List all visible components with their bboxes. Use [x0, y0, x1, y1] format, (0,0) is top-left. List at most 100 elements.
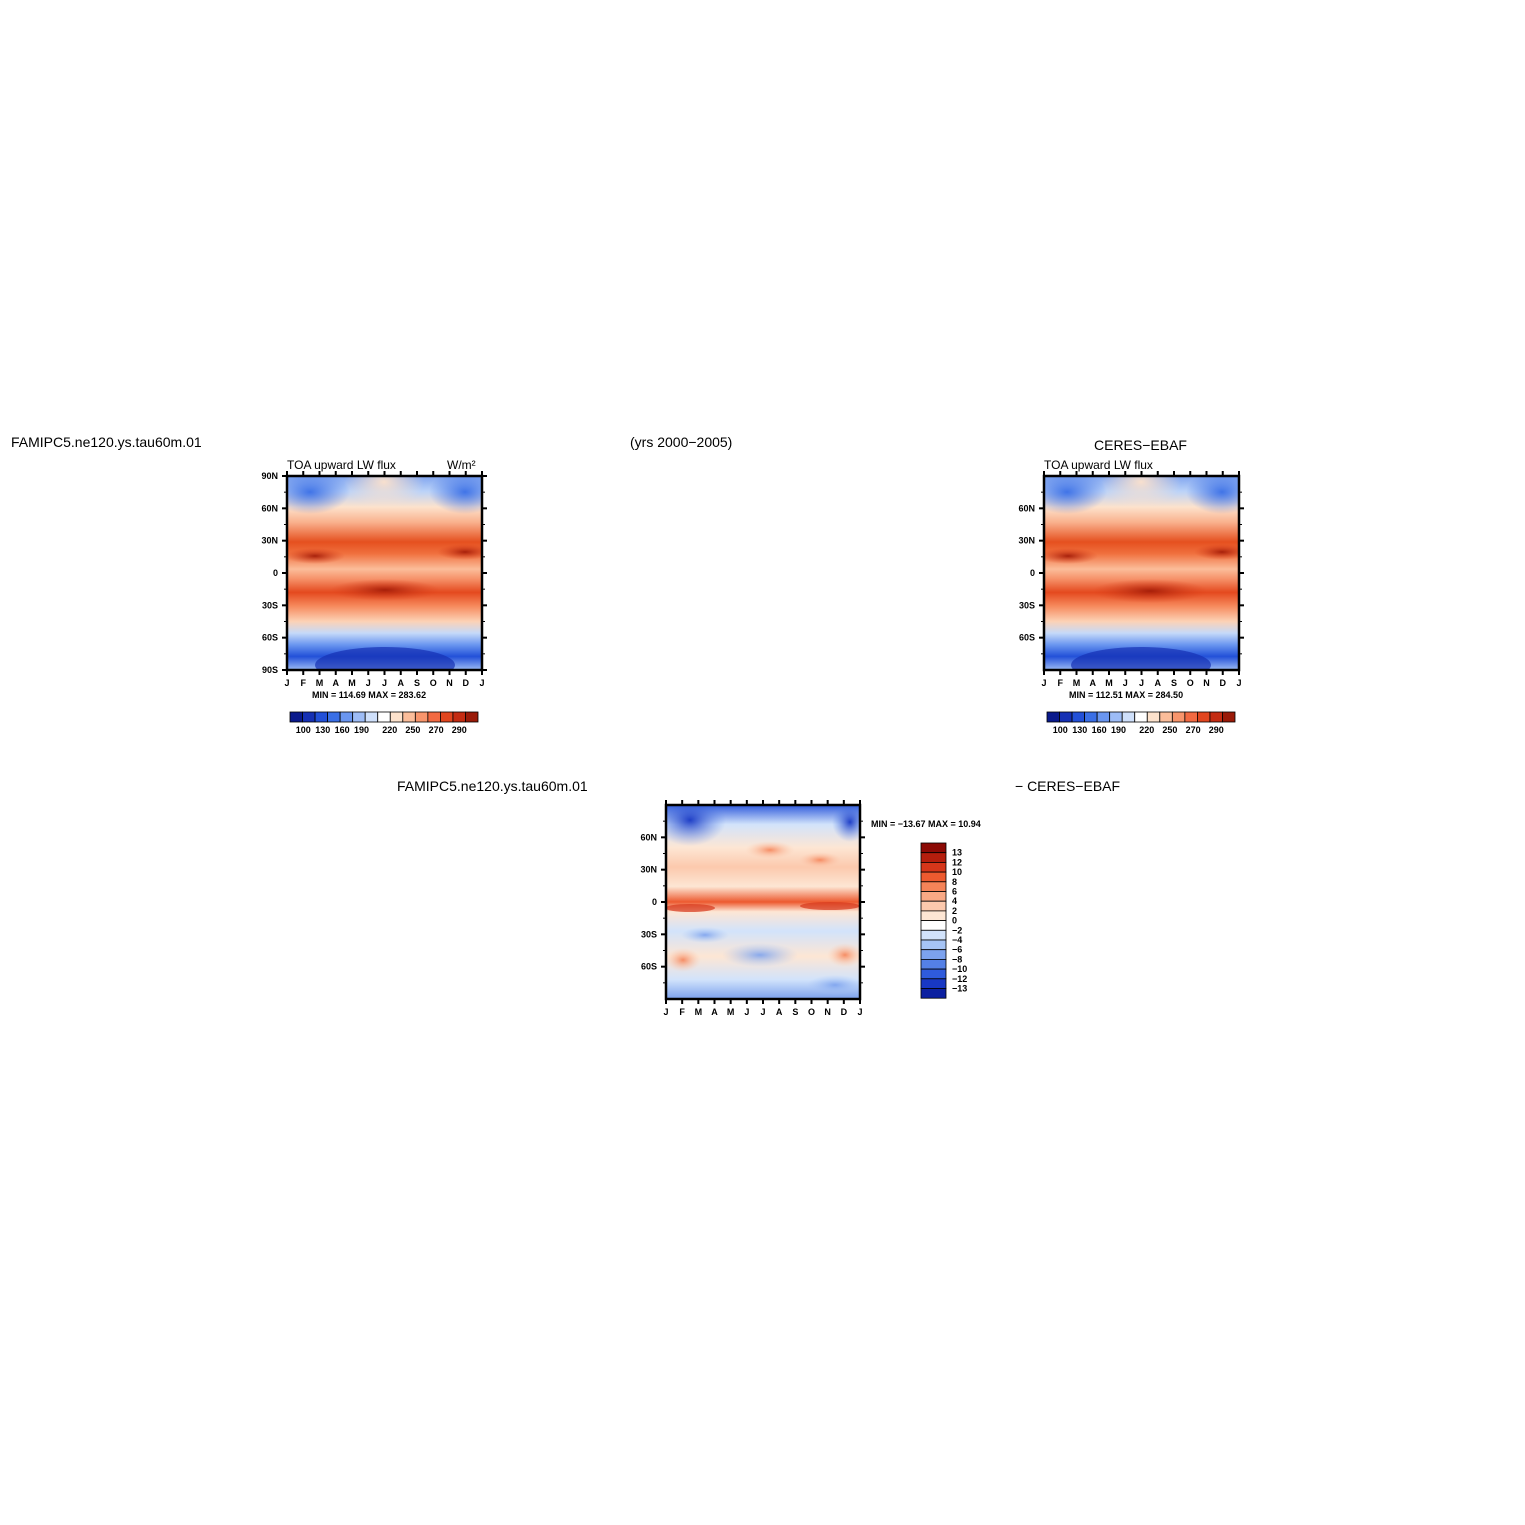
diff-colorbar-label: −8	[952, 954, 962, 964]
obs-panel: TOA upward LW flux J F M A M J J A S O N D J60N30N03…	[1018, 458, 1244, 735]
diff-colorbar-label: −10	[952, 964, 967, 974]
obs-colorbar-box	[1109, 711, 1123, 723]
diff-lat-label: 0	[652, 897, 657, 907]
obs-lat-label: 30N	[1018, 536, 1035, 546]
diff-colorbar-box	[920, 959, 947, 970]
obs-colorbar-box	[1084, 711, 1098, 723]
diff-colorbar-label: 0	[952, 916, 957, 926]
diff-colorbar-label: −12	[952, 974, 967, 984]
diff-colorbar-box	[920, 939, 947, 951]
model-month-label: S	[414, 678, 420, 688]
model-month-label: N	[446, 678, 453, 688]
obs-colorbar-box	[1171, 711, 1186, 723]
diff-stats: MIN = −13.67 MAX = 10.94	[871, 819, 981, 829]
obs-heatmap	[1044, 476, 1239, 670]
diff-lat-label: 60N	[640, 832, 657, 842]
model-colorbar-label: 160	[335, 725, 350, 735]
model-month-label: J	[479, 678, 484, 688]
diff-month-label: N	[824, 1007, 831, 1017]
obs-month-label: A	[1090, 678, 1097, 688]
model-units: W/m²	[447, 458, 476, 472]
obs-colorbar-label: 130	[1072, 725, 1087, 735]
diff-month-label: F	[679, 1007, 685, 1017]
diff-lat-label: 30S	[641, 929, 657, 939]
model-colorbar-box	[439, 711, 454, 723]
obs-lat-label: 60N	[1018, 503, 1035, 513]
diff-colorbar-label: 8	[952, 877, 957, 887]
obs-field-title: TOA upward LW flux	[1044, 458, 1153, 472]
model-panel: TOA upward LW flux W/m² J F M A M J J A S O N D J90N…	[261, 458, 487, 735]
model-colorbar-box	[402, 711, 416, 723]
diff-title-suffix: − CERES−EBAF	[1015, 778, 1120, 794]
model-month-label: A	[398, 678, 405, 688]
model-colorbar-label: 190	[354, 725, 369, 735]
obs-colorbar-label: 250	[1162, 725, 1177, 735]
diff-colorbar-box	[920, 871, 947, 883]
years-title: (yrs 2000−2005)	[630, 434, 732, 450]
model-colorbar: 100 130 160 190 220 250 270 290	[289, 711, 479, 735]
model-lat-label: 90N	[261, 471, 278, 481]
obs-colorbar-label: 160	[1092, 725, 1107, 735]
model-colorbar-box	[352, 711, 366, 723]
obs-colorbar-label: 100	[1053, 725, 1068, 735]
obs-colorbar-box	[1071, 711, 1085, 723]
case-title-top: FAMIPC5.ne120.ys.tau60m.01	[11, 434, 202, 450]
obs-month-label: F	[1058, 678, 1064, 688]
diff-colorbar-label: 13	[952, 848, 962, 858]
model-lat-label: 90S	[262, 665, 278, 675]
obs-colorbar-label: 220	[1139, 725, 1154, 735]
model-lat-label: 0	[273, 568, 278, 578]
diff-colorbar-box	[920, 862, 947, 873]
obs-month-label: D	[1220, 678, 1227, 688]
obs-lat-label: 30S	[1019, 600, 1035, 610]
model-colorbar-box	[314, 711, 329, 723]
model-colorbar-box	[377, 711, 391, 723]
model-colorbar-box	[327, 711, 341, 723]
obs-month-label: J	[1123, 678, 1128, 688]
obs-month-label: M	[1073, 678, 1081, 688]
diff-colorbar-box	[920, 910, 947, 922]
model-month-label: F	[301, 678, 307, 688]
model-colorbar-label: 290	[452, 725, 467, 735]
obs-colorbar-box	[1146, 711, 1161, 723]
obs-colorbar-box	[1197, 711, 1211, 723]
model-lat-label: 30S	[262, 600, 278, 610]
obs-colorbar-box	[1096, 711, 1111, 723]
obs-month-label: O	[1187, 678, 1194, 688]
diff-colorbar-label: 12	[952, 857, 962, 867]
diff-month-label: M	[727, 1007, 735, 1017]
diff-lat-label: 30N	[640, 865, 657, 875]
model-month-label: O	[430, 678, 437, 688]
obs-month-label: J	[1041, 678, 1046, 688]
model-month-label: A	[333, 678, 340, 688]
diff-colorbar-label: 2	[952, 906, 957, 916]
obs-month-label: N	[1203, 678, 1210, 688]
model-month-label: M	[316, 678, 324, 688]
model-colorbar-box	[414, 711, 429, 723]
model-field-title: TOA upward LW flux	[287, 458, 396, 472]
diff-colorbar-box	[920, 949, 947, 960]
diff-heatmap	[666, 805, 860, 999]
obs-month-label: M	[1105, 678, 1113, 688]
obs-lat-label: 0	[1030, 568, 1035, 578]
obs-colorbar-box	[1059, 711, 1073, 723]
model-colorbar-box	[389, 711, 404, 723]
obs-colorbar: 100 130 160 190 220 250 270 290	[1046, 711, 1236, 735]
diff-colorbar-label: −6	[952, 945, 962, 955]
model-colorbar-box	[427, 711, 441, 723]
model-month-label: J	[382, 678, 387, 688]
obs-month-label: J	[1139, 678, 1144, 688]
model-lat-label: 60S	[262, 633, 278, 643]
diff-colorbar-box	[920, 881, 947, 892]
model-colorbar-box	[364, 711, 379, 723]
model-stats: MIN = 114.69 MAX = 283.62	[312, 690, 426, 700]
obs-colorbar-label: 190	[1111, 725, 1126, 735]
diff-colorbar-label: −4	[952, 935, 962, 945]
model-colorbar-label: 270	[429, 725, 444, 735]
diff-month-label: J	[663, 1007, 668, 1017]
